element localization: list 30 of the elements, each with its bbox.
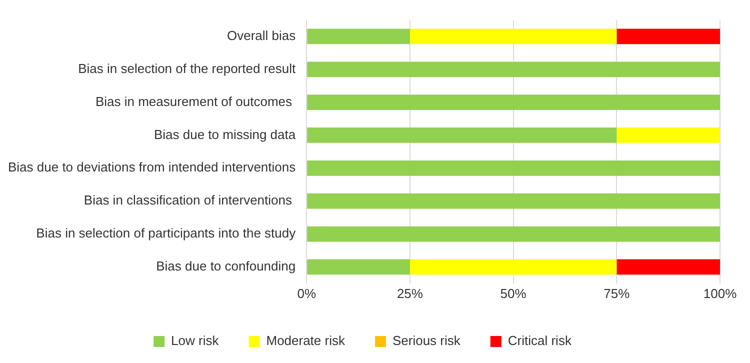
y-tick-label: Overall bias bbox=[226, 28, 296, 44]
bar bbox=[307, 62, 720, 78]
bar bbox=[307, 226, 720, 242]
bar bbox=[307, 28, 410, 44]
y-tick-label: Bias in selection of participants into the study bbox=[36, 226, 296, 241]
y-tick-label: Bias in classification of interventions bbox=[84, 192, 296, 208]
y-tick-label: Bias due to confounding bbox=[156, 258, 296, 274]
y-tick-label: Bias due to deviations from intended interventions bbox=[8, 160, 296, 175]
bar bbox=[410, 259, 617, 275]
bar bbox=[307, 193, 720, 209]
bar bbox=[307, 128, 617, 143]
bar bbox=[307, 160, 720, 176]
x-tick-label: 75% bbox=[604, 286, 630, 301]
bar bbox=[616, 259, 720, 275]
y-tick-label: Bias in measurement of outcomes bbox=[95, 94, 296, 109]
x-tick-label: 50% bbox=[500, 286, 527, 301]
y-tick-label: Bias in selection of the reported result bbox=[78, 60, 296, 76]
bar bbox=[616, 28, 720, 44]
x-tick-label: 0% bbox=[297, 286, 316, 301]
x-tick-label: 100% bbox=[703, 286, 738, 301]
legend-label: Serious risk bbox=[392, 333, 461, 348]
x-tick-label: 25% bbox=[396, 286, 424, 301]
legend-label: Critical risk bbox=[508, 333, 572, 348]
legend-label: Low risk bbox=[171, 333, 220, 348]
bar bbox=[307, 259, 410, 275]
legend-label: Moderate risk bbox=[266, 333, 346, 348]
bar bbox=[410, 28, 617, 44]
bar bbox=[307, 94, 720, 110]
bar bbox=[616, 128, 720, 143]
y-tick-label: Bias due to missing data bbox=[154, 126, 296, 142]
